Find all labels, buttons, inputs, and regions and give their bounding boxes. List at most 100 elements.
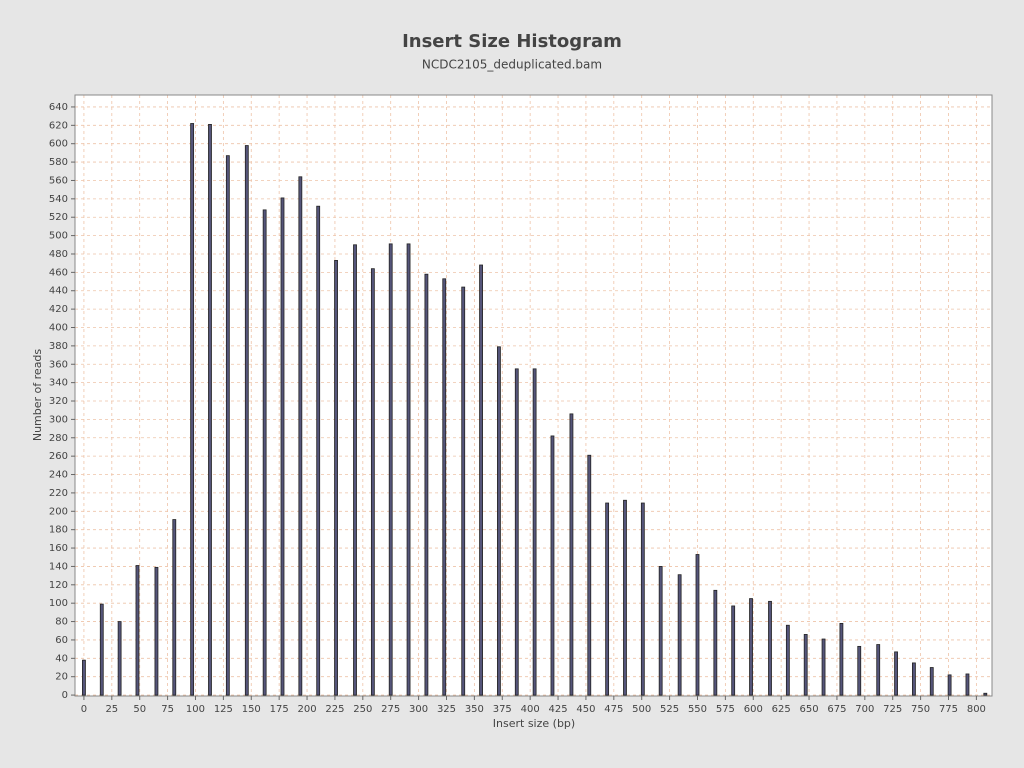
x-tick-label: 600 xyxy=(744,704,763,715)
bar xyxy=(658,566,663,696)
x-tick-label: 650 xyxy=(799,704,818,715)
x-tick-label: 750 xyxy=(911,704,930,715)
bar xyxy=(587,454,592,696)
y-tick-label: 300 xyxy=(49,414,68,425)
bar xyxy=(117,621,122,696)
bar xyxy=(876,644,881,696)
bar xyxy=(316,205,321,696)
bar xyxy=(803,634,808,696)
y-tick-label: 200 xyxy=(49,506,68,517)
y-tick-label: 0 xyxy=(62,690,68,701)
bar xyxy=(857,645,862,696)
x-tick-label: 700 xyxy=(855,704,874,715)
y-tick-label: 80 xyxy=(55,617,68,628)
x-tick-label: 225 xyxy=(325,704,344,715)
bar xyxy=(190,123,195,696)
y-tick-label: 140 xyxy=(49,561,68,572)
y-tick-label: 220 xyxy=(49,488,68,499)
bar xyxy=(82,659,86,696)
bar xyxy=(225,155,230,696)
bar xyxy=(983,692,988,696)
chart-subtitle: NCDC2105_deduplicated.bam xyxy=(422,58,602,72)
y-axis-label: Number of reads xyxy=(31,349,44,442)
y-tick-label: 160 xyxy=(49,543,68,554)
y-tick-label: 340 xyxy=(49,378,68,389)
bar xyxy=(479,264,483,696)
y-tick-label: 320 xyxy=(49,396,68,407)
x-tick-label: 350 xyxy=(465,704,484,715)
bar xyxy=(388,243,393,696)
bar xyxy=(442,278,447,696)
x-tick-label: 775 xyxy=(939,704,958,715)
y-tick-label: 420 xyxy=(49,304,68,315)
x-tick-label: 100 xyxy=(186,704,205,715)
chart-title: Insert Size Histogram xyxy=(402,31,622,52)
x-tick-label: 725 xyxy=(883,704,902,715)
x-tick-label: 500 xyxy=(632,704,651,715)
x-tick-label: 450 xyxy=(576,704,595,715)
bar xyxy=(461,286,466,696)
y-tick-label: 360 xyxy=(49,359,68,370)
bar xyxy=(677,574,682,696)
y-tick-label: 40 xyxy=(55,653,68,664)
y-tick-label: 480 xyxy=(49,249,68,260)
x-tick-label: 250 xyxy=(353,704,372,715)
x-tick-label: 325 xyxy=(437,704,456,715)
x-tick-label: 575 xyxy=(716,704,735,715)
bar xyxy=(768,600,772,696)
x-tick-label: 475 xyxy=(604,704,623,715)
y-tick-label: 520 xyxy=(49,212,68,223)
x-tick-label: 425 xyxy=(548,704,567,715)
bar xyxy=(912,662,916,696)
plot-border xyxy=(74,94,993,697)
x-tick-label: 375 xyxy=(493,704,512,715)
bar xyxy=(821,638,826,696)
bar xyxy=(406,243,411,696)
y-tick-label: 560 xyxy=(49,175,68,186)
x-tick-label: 0 xyxy=(81,704,87,715)
bar xyxy=(965,673,970,696)
bar xyxy=(569,413,574,696)
x-tick-label: 275 xyxy=(381,704,400,715)
bar xyxy=(929,667,934,696)
bar xyxy=(244,145,249,696)
y-tick-label: 460 xyxy=(49,267,68,278)
y-tick-label: 120 xyxy=(49,580,68,591)
bar xyxy=(785,624,790,696)
bar xyxy=(334,260,338,696)
y-tick-label: 280 xyxy=(49,433,68,444)
bar xyxy=(370,268,375,696)
x-tick-label: 175 xyxy=(270,704,289,715)
y-tick-label: 620 xyxy=(49,120,68,131)
bar xyxy=(208,124,212,696)
bar xyxy=(172,519,177,696)
bar xyxy=(550,435,555,696)
bar xyxy=(514,368,519,696)
x-tick-label: 125 xyxy=(214,704,233,715)
bar xyxy=(947,674,952,696)
bars xyxy=(82,123,988,696)
y-tick-label: 60 xyxy=(55,635,68,646)
bar xyxy=(713,589,718,696)
x-tick-label: 400 xyxy=(521,704,540,715)
bar xyxy=(424,273,429,696)
y-tick-label: 600 xyxy=(49,139,68,150)
bar xyxy=(695,554,700,696)
y-tick-label: 400 xyxy=(49,322,68,333)
y-tick-label: 240 xyxy=(49,470,68,481)
bar xyxy=(497,346,501,696)
x-tick-label: 75 xyxy=(161,704,174,715)
bar xyxy=(99,603,104,696)
y-tick-label: 100 xyxy=(49,598,68,609)
bar xyxy=(280,197,285,696)
x-tick-label: 625 xyxy=(772,704,791,715)
y-tick-label: 500 xyxy=(49,231,68,242)
x-tick-label: 300 xyxy=(409,704,428,715)
y-tick-label: 580 xyxy=(49,157,68,168)
x-tick-label: 525 xyxy=(660,704,679,715)
x-tick-label: 800 xyxy=(967,704,986,715)
y-tick-label: 640 xyxy=(49,102,68,113)
bar xyxy=(839,623,844,696)
y-tick-label: 180 xyxy=(49,525,68,536)
x-tick-label: 25 xyxy=(105,704,118,715)
